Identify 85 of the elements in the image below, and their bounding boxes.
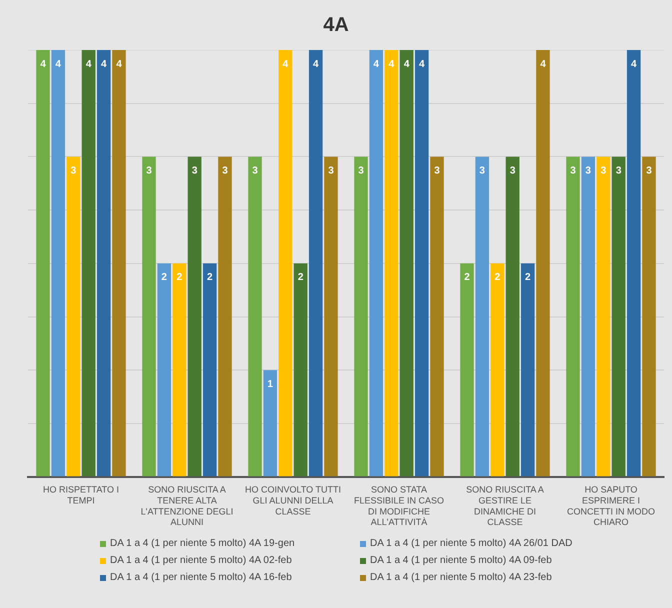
bar — [581, 156, 596, 476]
bar — [188, 156, 202, 476]
bar — [112, 50, 126, 476]
bar — [308, 50, 323, 476]
bar — [36, 50, 50, 476]
data-label: 2 — [298, 272, 304, 284]
bar — [82, 50, 96, 476]
bar — [460, 263, 474, 476]
x-tick-label: SONO STATA FLESSIBILE IN CASO DI MODIFICHE ALL'ATTIVITÀ — [354, 484, 444, 528]
data-label: 4 — [540, 58, 546, 70]
bar — [536, 50, 550, 476]
bar — [626, 50, 641, 476]
bar — [142, 156, 156, 476]
data-label: 3 — [570, 165, 576, 176]
data-label: 3 — [600, 165, 607, 176]
data-label: 2 — [207, 272, 214, 284]
bar — [490, 263, 504, 476]
data-label: 4 — [313, 58, 320, 70]
data-label: 2 — [176, 272, 183, 284]
legend-label: DA 1 a 4 (1 per niente 5 molto) 4A 19-gen — [110, 538, 295, 549]
bar — [475, 156, 490, 476]
x-tick-label: SONO RIUSCITA A TENERE ALTA L'ATTENZIONE DEGLI ALUNNI — [140, 484, 234, 528]
bar — [96, 50, 111, 476]
data-label: 3 — [70, 165, 77, 176]
data-label: 3 — [646, 165, 652, 176]
data-label: 4 — [419, 58, 426, 70]
data-label: 3 — [192, 165, 198, 176]
x-tick-label: SONO RIUSCITA A GESTIRE LE DINAMICHE DI CLASSE — [466, 484, 544, 528]
legend-label: DA 1 a 4 (1 per niente 5 molto) 4A 02-feb — [110, 555, 292, 566]
bar — [400, 50, 414, 476]
data-label: 4 — [373, 58, 380, 70]
bar — [414, 50, 429, 476]
bar — [642, 156, 656, 476]
x-tick-label: HO SAPUTO ESPRIMERE I CONCETTI IN MODO CHIARO — [567, 484, 655, 528]
data-label: 3 — [222, 165, 228, 176]
legend-label: DA 1 a 4 (1 per niente 5 molto) 4A 09-feb — [370, 555, 552, 566]
data-label: 2 — [494, 272, 501, 284]
legend-label: DA 1 a 4 (1 per niente 5 molto) 4A 23-feb — [370, 572, 552, 583]
data-label: 2 — [525, 272, 532, 284]
bar — [294, 263, 308, 476]
data-label: 3 — [434, 165, 440, 176]
data-label: 1 — [267, 378, 274, 390]
data-label: 2 — [464, 272, 470, 284]
bar — [354, 156, 368, 476]
bar — [430, 156, 444, 476]
data-label: 4 — [86, 58, 92, 70]
bar — [66, 156, 80, 476]
data-label: 4 — [404, 58, 410, 70]
x-tick-label: HO COINVOLTO TUTTI GLI ALUNNI DELLA CLASSE — [244, 484, 342, 516]
x-tick-label: HO RISPETTATO I TEMPI — [42, 484, 120, 506]
data-label: 3 — [252, 165, 258, 176]
data-label: 3 — [616, 165, 622, 176]
data-label: 3 — [479, 165, 486, 176]
bar — [566, 156, 580, 476]
data-label: 4 — [282, 58, 289, 70]
data-label: 4 — [55, 58, 62, 70]
data-label: 4 — [101, 58, 108, 70]
bar — [202, 263, 217, 476]
bar — [506, 156, 520, 476]
data-label: 4 — [388, 58, 395, 70]
data-label: 4 — [116, 58, 122, 70]
bar — [324, 156, 338, 476]
data-label: 3 — [585, 165, 592, 176]
bar — [172, 263, 186, 476]
bar — [51, 50, 66, 476]
data-label: 2 — [161, 272, 168, 284]
bar — [369, 50, 384, 476]
bar — [263, 370, 278, 476]
bar — [596, 156, 610, 476]
bar — [612, 156, 626, 476]
data-label: 4 — [40, 58, 46, 70]
data-label: 3 — [358, 165, 364, 176]
bar — [248, 156, 262, 476]
bar — [384, 50, 398, 476]
bar — [278, 50, 292, 476]
legend-label: DA 1 a 4 (1 per niente 5 molto) 4A 16-feb — [110, 572, 292, 583]
bar — [520, 263, 535, 476]
data-label: 3 — [328, 165, 334, 176]
bar — [218, 156, 232, 476]
data-label: 3 — [510, 165, 516, 176]
data-label: 3 — [146, 165, 152, 176]
bar — [157, 263, 172, 476]
chart-title: 4A — [322, 14, 350, 37]
data-label: 4 — [631, 58, 638, 70]
legend-label: DA 1 a 4 (1 per niente 5 molto) 4A 26/01 DAD — [370, 538, 572, 549]
